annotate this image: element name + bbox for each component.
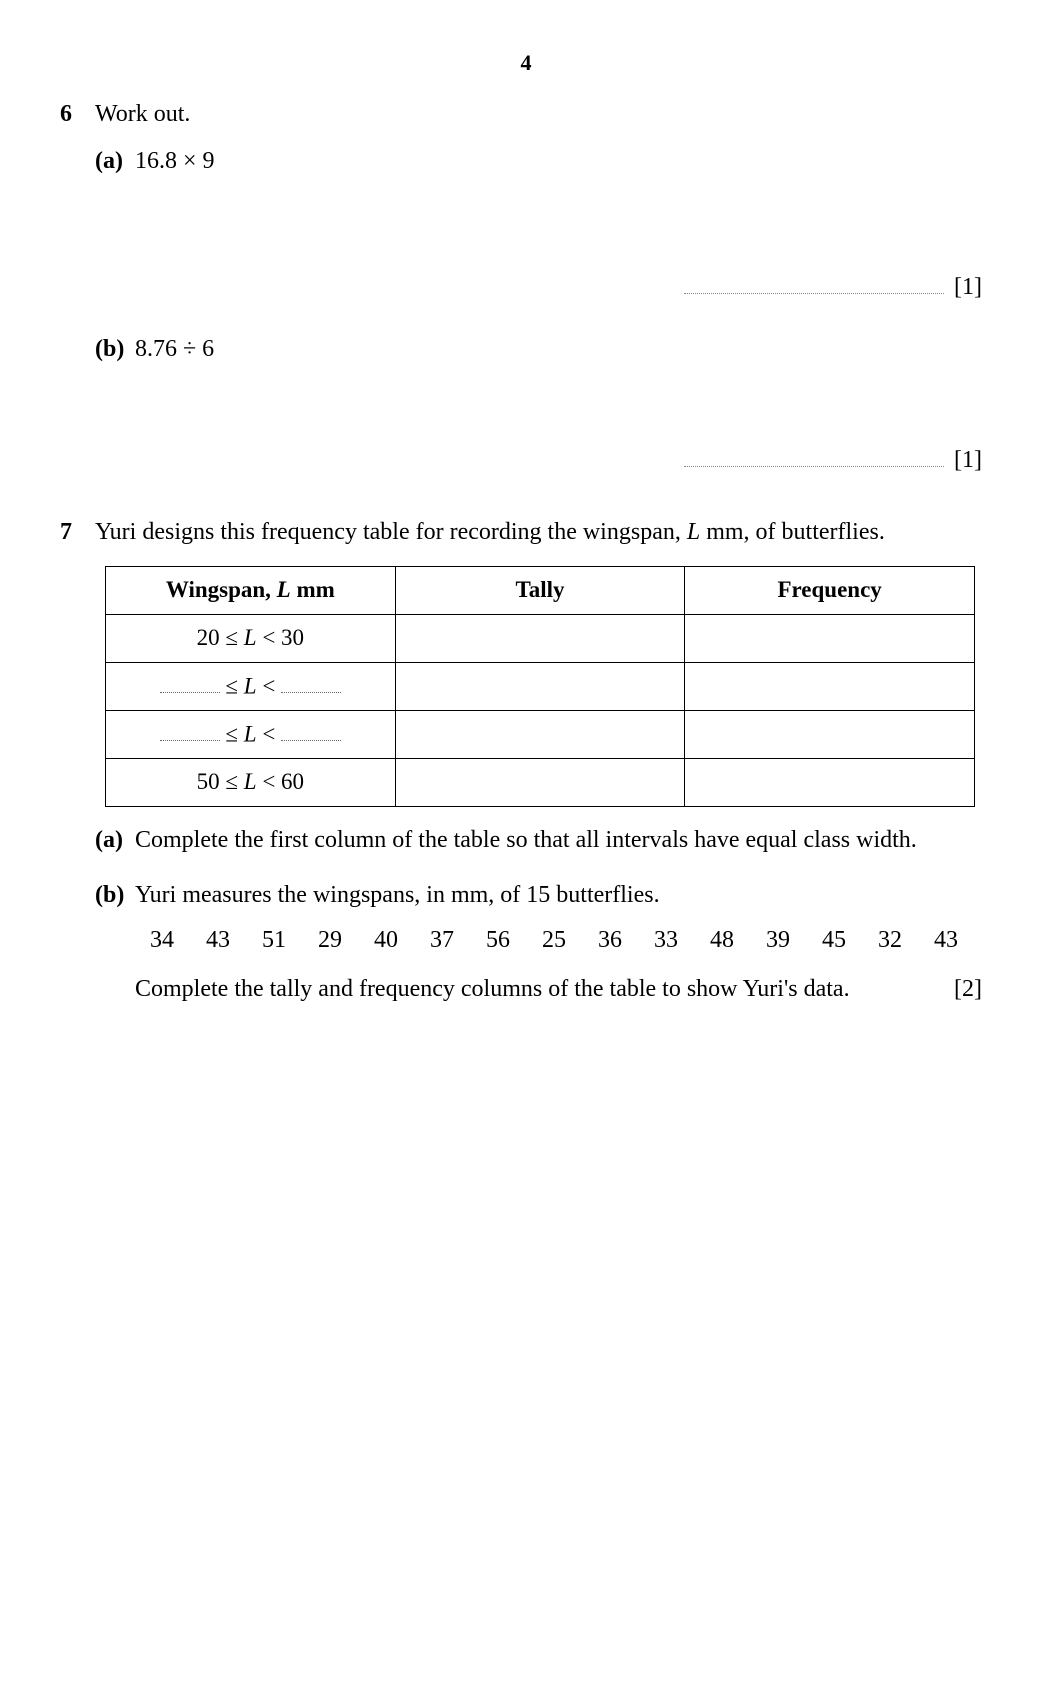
q6b-expression: 8.76 ÷ 6: [135, 336, 992, 363]
q7a-text: Complete the first column of the table s…: [135, 827, 992, 854]
row1-pre: ≤: [220, 673, 244, 698]
q6b-answer-blank: [684, 438, 944, 467]
cell-freq-3: [685, 758, 975, 806]
q6a-marks: [1]: [954, 274, 982, 301]
q6b-marks: [1]: [954, 447, 982, 474]
question-7: 7 Yuri designs this frequency table for …: [60, 519, 992, 1003]
data-value: 32: [878, 927, 934, 954]
q7b-marks: [2]: [954, 976, 992, 1003]
row2-pre: ≤: [220, 721, 244, 746]
cell-wingspan-1: ≤ L <: [106, 662, 396, 710]
q7-stem: Yuri designs this frequency table for re…: [95, 519, 992, 546]
data-value: 39: [766, 927, 822, 954]
question-6: 6 Work out. (a) 16.8 × 9 [1] (b) 8.76 ÷ …: [60, 101, 992, 474]
data-value: 25: [542, 927, 598, 954]
cell-freq-0: [685, 614, 975, 662]
q6-number: 6: [60, 101, 95, 128]
q7b-text: Yuri measures the wingspans, in mm, of 1…: [135, 882, 992, 909]
data-value: 36: [598, 927, 654, 954]
data-value: 43: [934, 927, 990, 954]
th-wingspan-pre: Wingspan,: [166, 577, 277, 602]
cell-wingspan-3: 50 ≤ L < 60: [106, 758, 396, 806]
row2-blank-left: [160, 721, 220, 742]
row1-var: L: [244, 673, 257, 698]
q7-stem-pre: Yuri designs this frequency table for re…: [95, 519, 687, 545]
data-value: 34: [150, 927, 206, 954]
q6-stem: Work out.: [95, 101, 992, 128]
q6a-expression: 16.8 × 9: [135, 148, 992, 175]
table-row: ≤ L <: [106, 710, 975, 758]
q7b-instruction: Complete the tally and frequency columns…: [135, 976, 850, 1003]
row1-blank-left: [160, 673, 220, 694]
data-value: 40: [374, 927, 430, 954]
row0-var: L: [244, 625, 257, 650]
th-wingspan: Wingspan, L mm: [106, 566, 396, 614]
row2-post: <: [257, 721, 281, 746]
data-value: 51: [262, 927, 318, 954]
data-value: 37: [430, 927, 486, 954]
cell-tally-1: [395, 662, 685, 710]
row3-pre: 50 ≤: [197, 769, 244, 794]
q7-stem-var: L: [687, 519, 700, 545]
q6a-label: (a): [95, 148, 135, 175]
row2-var: L: [244, 721, 257, 746]
q7-part-b: (b) Yuri measures the wingspans, in mm, …: [95, 882, 992, 1003]
q7-part-a: (a) Complete the first column of the tab…: [95, 827, 992, 854]
cell-tally-3: [395, 758, 685, 806]
row0-post: < 30: [257, 625, 304, 650]
table-row: 50 ≤ L < 60: [106, 758, 975, 806]
data-value: 43: [206, 927, 262, 954]
q7-stem-post: mm, of butterflies.: [700, 519, 885, 545]
th-tally: Tally: [395, 566, 685, 614]
q6a-answer-blank: [684, 265, 944, 294]
q7a-label: (a): [95, 827, 135, 854]
frequency-table: Wingspan, L mm Tally Frequency 20 ≤ L < …: [105, 566, 975, 807]
cell-wingspan-0: 20 ≤ L < 30: [106, 614, 396, 662]
q7b-data-row: 34 43 51 29 40 37 56 25 36 33 48 39 45 3…: [150, 927, 992, 954]
th-frequency: Frequency: [685, 566, 975, 614]
cell-freq-2: [685, 710, 975, 758]
cell-freq-1: [685, 662, 975, 710]
data-value: 29: [318, 927, 374, 954]
row3-post: < 60: [257, 769, 304, 794]
cell-wingspan-2: ≤ L <: [106, 710, 396, 758]
data-value: 45: [822, 927, 878, 954]
q7-number: 7: [60, 519, 95, 546]
q6-part-a: (a) 16.8 × 9 [1]: [95, 148, 992, 301]
th-wingspan-var: L: [277, 577, 291, 602]
page-number: 4: [60, 50, 992, 76]
q6b-label: (b): [95, 336, 135, 363]
row2-blank-right: [281, 721, 341, 742]
th-wingspan-post: mm: [291, 577, 335, 602]
q6-part-b: (b) 8.76 ÷ 6 [1]: [95, 336, 992, 474]
cell-tally-2: [395, 710, 685, 758]
row0-pre: 20 ≤: [197, 625, 244, 650]
table-row: ≤ L <: [106, 662, 975, 710]
row1-blank-right: [281, 673, 341, 694]
data-value: 33: [654, 927, 710, 954]
cell-tally-0: [395, 614, 685, 662]
row1-post: <: [257, 673, 281, 698]
q7b-label: (b): [95, 882, 135, 909]
data-value: 48: [710, 927, 766, 954]
table-row: 20 ≤ L < 30: [106, 614, 975, 662]
row3-var: L: [244, 769, 257, 794]
data-value: 56: [486, 927, 542, 954]
